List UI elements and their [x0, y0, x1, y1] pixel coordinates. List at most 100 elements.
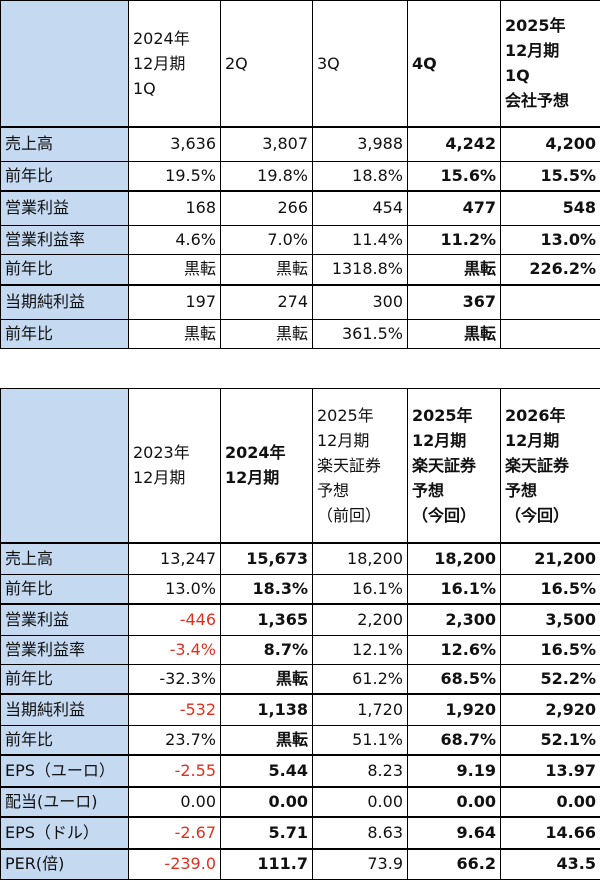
table-cell: 15.6%	[407, 161, 501, 191]
column-header: 2026年 12月期 楽天証券 予想 （今回）	[500, 388, 600, 543]
table-cell: 21,200	[500, 541, 600, 575]
table-cell: 黒転	[128, 254, 221, 285]
table-cell: 16.5%	[500, 635, 600, 665]
table-cell: 0.00	[407, 785, 501, 817]
table-cell: 5.71	[220, 815, 313, 849]
table-cell: 66.2	[407, 847, 501, 880]
table-cell: 19.5%	[128, 161, 221, 191]
table-cell: 12.6%	[407, 635, 501, 665]
table-cell: 111.7	[220, 847, 313, 880]
table-cell: 1318.8%	[312, 254, 408, 285]
column-header: 3Q	[312, 0, 408, 127]
table-cell: 黒転	[407, 254, 501, 285]
table-cell: 300	[312, 283, 408, 320]
table-cell: 13.97	[500, 753, 600, 787]
table-cell: -532	[128, 692, 221, 726]
table-cell: 黒転	[407, 319, 501, 349]
table-cell: 3,807	[220, 125, 313, 162]
column-header: 2Q	[220, 0, 313, 127]
table-cell: 黒転	[220, 319, 313, 349]
header-corner	[0, 388, 129, 543]
row-label: EPS（ドル）	[0, 815, 129, 849]
table-cell: 68.7%	[407, 725, 501, 755]
table-cell: 4,242	[407, 125, 501, 162]
table-row: 営業利益 168 266 454 477 548	[0, 189, 600, 226]
row-label: 営業利益	[0, 602, 129, 636]
column-header: 2023年 12月期	[128, 388, 221, 543]
table-cell: 477	[407, 189, 501, 226]
table-cell: 15.5%	[500, 161, 600, 191]
table-cell: 4,200	[500, 125, 600, 162]
table-cell: 23.7%	[128, 725, 221, 755]
row-label: 営業利益率	[0, 635, 129, 665]
row-label: 当期純利益	[0, 692, 129, 726]
row-label: 前年比	[0, 254, 129, 285]
table-cell: 274	[220, 283, 313, 320]
table-row: 前年比 23.7% 黒転 51.1% 68.7% 52.1%	[0, 725, 600, 755]
table-cell: 454	[312, 189, 408, 226]
table-cell: 8.63	[312, 815, 408, 849]
table-row: 前年比 -32.3% 黒転 61.2% 68.5% 52.2%	[0, 664, 600, 694]
table-cell: 361.5%	[312, 319, 408, 349]
table-cell: 5.44	[220, 753, 313, 787]
table-cell: 2,300	[407, 602, 501, 636]
table-row: 配当(ユーロ) 0.00 0.00 0.00 0.00 0.00	[0, 785, 600, 817]
header-corner	[0, 0, 129, 127]
table-row: 営業利益 -446 1,365 2,200 2,300 3,500	[0, 602, 600, 636]
table-row: 営業利益率 4.6% 7.0% 11.4% 11.2% 13.0%	[0, 225, 600, 255]
table-cell: 11.4%	[312, 225, 408, 255]
table-cell: 548	[500, 189, 600, 226]
table-cell: 13.0%	[500, 225, 600, 255]
table-cell: 3,636	[128, 125, 221, 162]
table-cell: -239.0	[128, 847, 221, 880]
table-cell: 9.64	[407, 815, 501, 849]
table-row: PER(倍) -239.0 111.7 73.9 66.2 43.5	[0, 847, 600, 880]
table-cell: 43.5	[500, 847, 600, 880]
table-cell: 黒転	[220, 725, 313, 755]
table-row: 前年比 13.0% 18.3% 16.1% 16.1% 16.5%	[0, 574, 600, 604]
table-cell: 黒転	[220, 254, 313, 285]
row-label: 前年比	[0, 161, 129, 191]
table-cell: 197	[128, 283, 221, 320]
table-cell: 52.2%	[500, 664, 600, 694]
table-cell: -2.67	[128, 815, 221, 849]
table-row: 前年比 黒転 黒転 361.5% 黒転	[0, 319, 600, 349]
table-cell: 266	[220, 189, 313, 226]
row-label: 営業利益	[0, 189, 129, 226]
table-cell: 73.9	[312, 847, 408, 880]
row-label: 配当(ユーロ)	[0, 785, 129, 817]
table-cell: 68.5%	[407, 664, 501, 694]
table-row: 前年比 黒転 黒転 1318.8% 黒転 226.2%	[0, 254, 600, 285]
table-cell: 168	[128, 189, 221, 226]
table-row: EPS（ユーロ） -2.55 5.44 8.23 9.19 13.97	[0, 753, 600, 787]
row-label: 前年比	[0, 664, 129, 694]
table-cell: 18,200	[312, 541, 408, 575]
table-cell: 18,200	[407, 541, 501, 575]
table-cell: 18.8%	[312, 161, 408, 191]
table-cell: 黒転	[128, 319, 221, 349]
header-row: 2023年 12月期 2024年 12月期 2025年 12月期 楽天証券 予想 （前回） 202…	[0, 388, 600, 543]
table-cell: 0.00	[312, 785, 408, 817]
table-cell: 1,365	[220, 602, 313, 636]
table-cell: 9.19	[407, 753, 501, 787]
table-cell: 52.1%	[500, 725, 600, 755]
table-cell: 16.1%	[312, 574, 408, 604]
header-row: 2024年 12月期 1Q 2Q 3Q 4Q 2025年 12月期 1Q 会社予想	[0, 0, 600, 127]
table-row: 売上高 3,636 3,807 3,988 4,242 4,200	[0, 125, 600, 162]
column-header: 2024年 12月期 1Q	[128, 0, 221, 127]
table-cell: -32.3%	[128, 664, 221, 694]
table-cell: 1,138	[220, 692, 313, 726]
table-cell: 1,920	[407, 692, 501, 726]
table-cell: 14.66	[500, 815, 600, 849]
table-cell: 0.00	[500, 785, 600, 817]
table-cell: 19.8%	[220, 161, 313, 191]
table-row: 当期純利益 197 274 300 367	[0, 283, 600, 320]
table-cell: 226.2%	[500, 254, 600, 285]
table-cell: 7.0%	[220, 225, 313, 255]
row-label: 営業利益率	[0, 225, 129, 255]
annual-forecast-table: 2023年 12月期 2024年 12月期 2025年 12月期 楽天証券 予想 （前回） 202…	[0, 388, 600, 880]
table-row: 売上高 13,247 15,673 18,200 18,200 21,200	[0, 541, 600, 575]
quarterly-results-table: 2024年 12月期 1Q 2Q 3Q 4Q 2025年 12月期 1Q 会社予想 売上高 3,636…	[0, 0, 600, 349]
row-label: 前年比	[0, 725, 129, 755]
row-label: 売上高	[0, 125, 129, 162]
